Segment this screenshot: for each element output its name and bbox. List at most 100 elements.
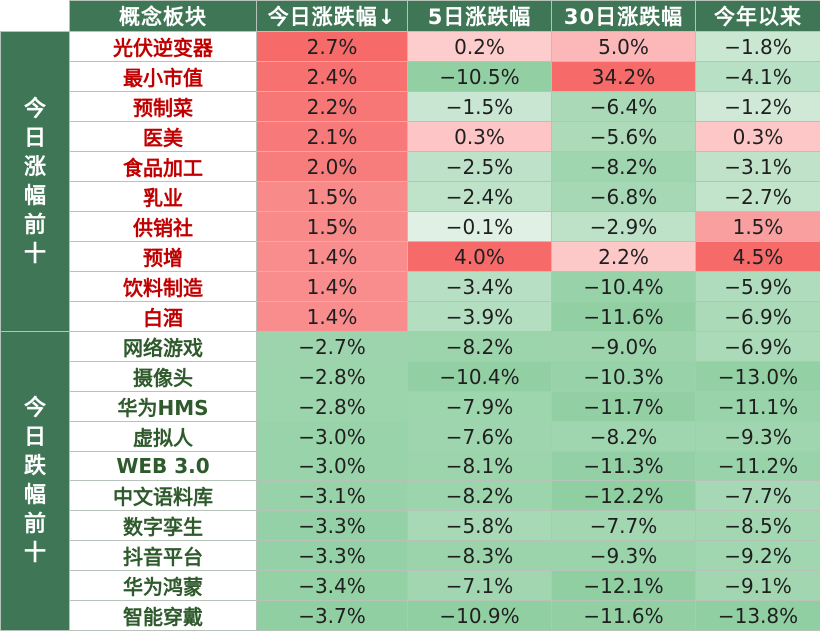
value-cell-5day-change: −10.5% [408, 62, 552, 92]
value-cell-5day-change: 4.0% [408, 242, 552, 272]
value-cell-30day-change: −10.4% [552, 272, 696, 302]
concept-name: WEB 3.0 [70, 452, 257, 481]
value-cell-30day-change: −8.2% [552, 422, 696, 452]
concept-name: 智能穿戴 [70, 601, 257, 631]
value-cell-today-change: 1.5% [257, 212, 408, 242]
table-row: 摄像头−2.8%−10.4%−10.3%−13.0% [1, 362, 820, 392]
header-ytd-change[interactable]: 今年以来 [696, 1, 820, 32]
concept-name: 乳业 [70, 182, 257, 212]
value-cell-today-change: −3.4% [257, 571, 408, 601]
value-cell-today-change: −3.3% [257, 541, 408, 571]
value-cell-30day-change: −9.0% [552, 332, 696, 362]
concept-name: 中文语料库 [70, 481, 257, 511]
table-row: 抖音平台−3.3%−8.3%−9.3%−9.2% [1, 541, 820, 571]
concept-name: 饮料制造 [70, 272, 257, 302]
group-label-top-gainers: 今日涨幅前十 [1, 32, 70, 332]
value-cell-ytd-change: −8.5% [696, 511, 820, 541]
value-cell-ytd-change: −4.1% [696, 62, 820, 92]
value-cell-5day-change: −7.6% [408, 422, 552, 452]
table-row: WEB 3.0−3.0%−8.1%−11.3%−11.2% [1, 452, 820, 481]
value-cell-30day-change: −9.3% [552, 541, 696, 571]
value-cell-today-change: 2.4% [257, 62, 408, 92]
concept-name: 抖音平台 [70, 541, 257, 571]
value-cell-5day-change: −3.4% [408, 272, 552, 302]
value-cell-ytd-change: −6.9% [696, 302, 820, 332]
value-cell-today-change: −3.0% [257, 452, 408, 481]
concept-name: 华为HMS [70, 392, 257, 422]
concept-name: 虚拟人 [70, 422, 257, 452]
concept-name: 最小市值 [70, 62, 257, 92]
value-cell-30day-change: 5.0% [552, 32, 696, 62]
value-cell-5day-change: −3.9% [408, 302, 552, 332]
value-cell-ytd-change: 4.5% [696, 242, 820, 272]
concept-name: 供销社 [70, 212, 257, 242]
value-cell-30day-change: −5.6% [552, 122, 696, 152]
value-cell-5day-change: −7.9% [408, 392, 552, 422]
value-cell-today-change: −2.8% [257, 362, 408, 392]
value-cell-today-change: −3.3% [257, 511, 408, 541]
value-cell-ytd-change: −13.0% [696, 362, 820, 392]
value-cell-today-change: 2.1% [257, 122, 408, 152]
table-row: 智能穿戴−3.7%−10.9%−11.6%−13.8% [1, 601, 820, 631]
value-cell-30day-change: −11.6% [552, 601, 696, 631]
header-30day-change[interactable]: 30日涨跌幅 [552, 1, 696, 32]
value-cell-5day-change: −10.9% [408, 601, 552, 631]
value-cell-5day-change: 0.2% [408, 32, 552, 62]
table-row: 数字孪生−3.3%−5.8%−7.7%−8.5% [1, 511, 820, 541]
concept-name: 预增 [70, 242, 257, 272]
value-cell-5day-change: −8.1% [408, 452, 552, 481]
value-cell-ytd-change: 1.5% [696, 212, 820, 242]
header-today-change[interactable]: 今日涨跌幅↓ [257, 1, 408, 32]
concept-name: 预制菜 [70, 92, 257, 122]
value-cell-ytd-change: −9.3% [696, 422, 820, 452]
value-cell-ytd-change: −6.9% [696, 332, 820, 362]
header-concept: 概念板块 [70, 1, 257, 32]
value-cell-30day-change: −12.1% [552, 571, 696, 601]
value-cell-5day-change: −2.4% [408, 182, 552, 212]
value-cell-5day-change: −7.1% [408, 571, 552, 601]
value-cell-30day-change: −6.8% [552, 182, 696, 212]
value-cell-30day-change: 34.2% [552, 62, 696, 92]
value-cell-today-change: −3.1% [257, 481, 408, 511]
concept-name: 光伏逆变器 [70, 32, 257, 62]
value-cell-ytd-change: −5.9% [696, 272, 820, 302]
value-cell-today-change: 2.7% [257, 32, 408, 62]
value-cell-today-change: 1.4% [257, 302, 408, 332]
value-cell-ytd-change: 0.3% [696, 122, 820, 152]
table-row: 虚拟人−3.0%−7.6%−8.2%−9.3% [1, 422, 820, 452]
concept-name: 医美 [70, 122, 257, 152]
value-cell-ytd-change: −7.7% [696, 481, 820, 511]
value-cell-ytd-change: −13.8% [696, 601, 820, 631]
concept-name: 华为鸿蒙 [70, 571, 257, 601]
header-row: 概念板块 今日涨跌幅↓ 5日涨跌幅 30日涨跌幅 今年以来 [1, 1, 820, 32]
header-5day-change[interactable]: 5日涨跌幅 [408, 1, 552, 32]
value-cell-30day-change: 2.2% [552, 242, 696, 272]
value-cell-today-change: −2.8% [257, 392, 408, 422]
value-cell-today-change: 2.2% [257, 92, 408, 122]
value-cell-ytd-change: −9.1% [696, 571, 820, 601]
value-cell-5day-change: −5.8% [408, 511, 552, 541]
value-cell-5day-change: −1.5% [408, 92, 552, 122]
value-cell-30day-change: −11.3% [552, 452, 696, 481]
value-cell-30day-change: −6.4% [552, 92, 696, 122]
value-cell-5day-change: 0.3% [408, 122, 552, 152]
value-cell-5day-change: −8.3% [408, 541, 552, 571]
value-cell-ytd-change: −11.2% [696, 452, 820, 481]
value-cell-5day-change: −10.4% [408, 362, 552, 392]
value-cell-30day-change: −12.2% [552, 481, 696, 511]
table-row: 华为鸿蒙−3.4%−7.1%−12.1%−9.1% [1, 571, 820, 601]
value-cell-5day-change: −8.2% [408, 481, 552, 511]
value-cell-today-change: 1.4% [257, 242, 408, 272]
header-corner [1, 1, 70, 32]
value-cell-5day-change: −2.5% [408, 152, 552, 182]
